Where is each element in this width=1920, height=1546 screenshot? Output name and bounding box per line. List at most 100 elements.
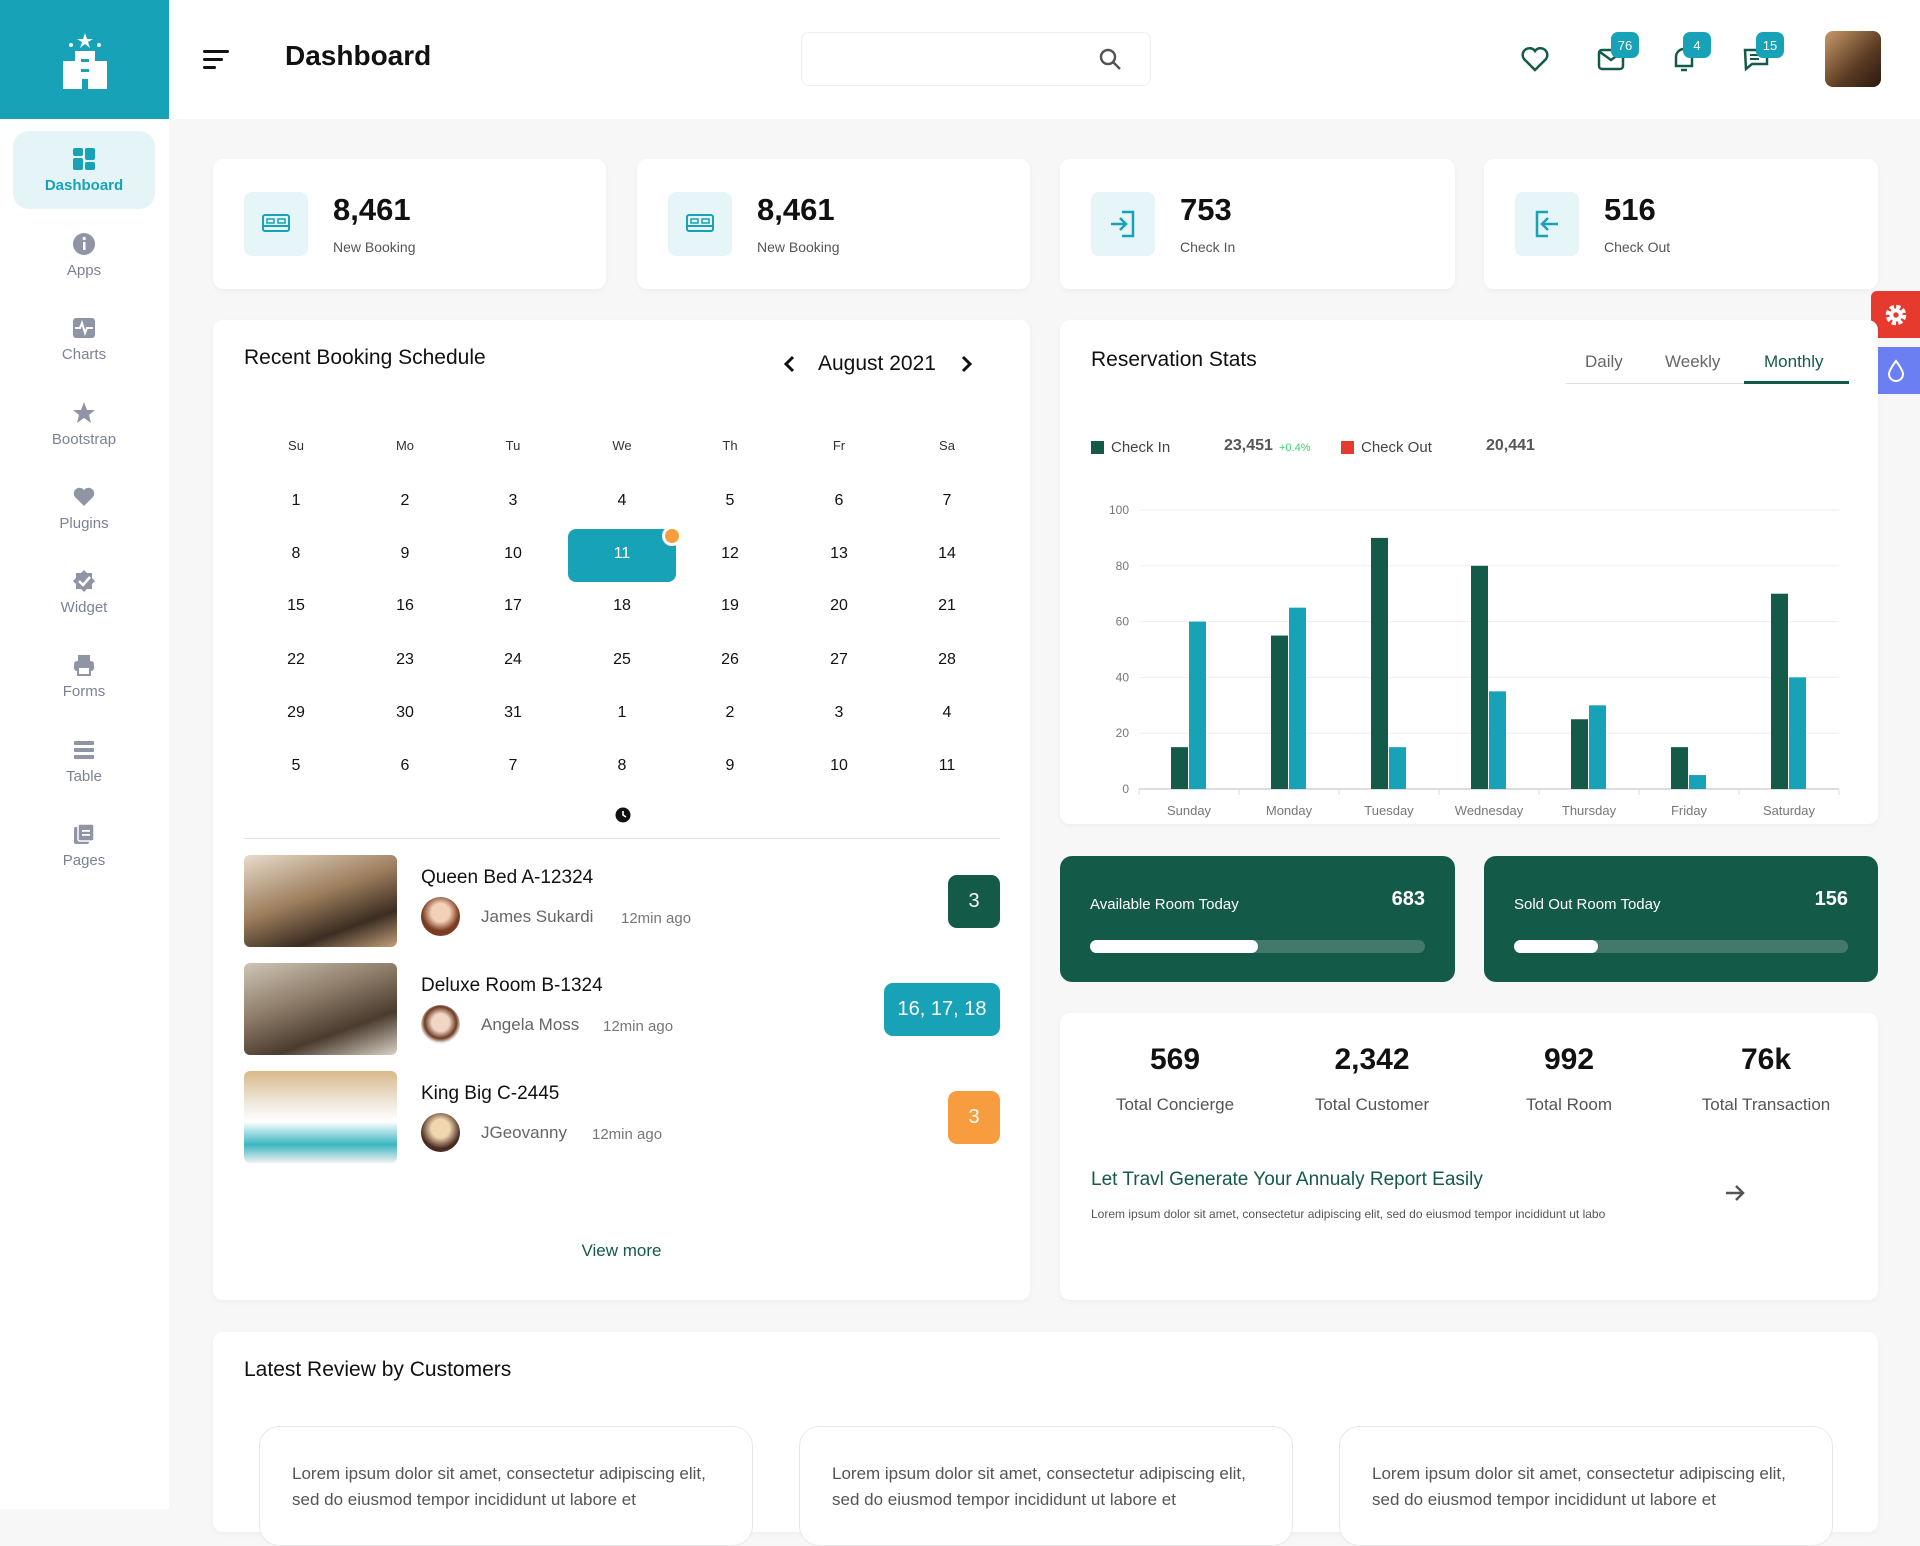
calendar-day[interactable]: 14 xyxy=(938,545,956,562)
calendar-day[interactable]: 15 xyxy=(287,597,305,614)
calendar-day[interactable]: 23 xyxy=(396,651,414,668)
calendar-day[interactable]: 18 xyxy=(613,597,631,614)
calendar-day[interactable]: 9 xyxy=(725,757,735,774)
calendar-day[interactable]: 4 xyxy=(942,704,952,721)
calendar-day[interactable]: 29 xyxy=(287,704,305,721)
chevron-right-icon[interactable] xyxy=(959,354,975,374)
search-input[interactable] xyxy=(818,33,1098,83)
booking-item[interactable]: King Big C-2445 JGeovanny 12min ago 3 xyxy=(213,1071,1030,1179)
sidebar-item-widget[interactable]: Widget xyxy=(13,553,155,631)
menu-icon[interactable] xyxy=(203,48,231,72)
calendar-day[interactable]: 21 xyxy=(938,597,956,614)
calendar-day[interactable]: 6 xyxy=(400,757,410,774)
calendar-day[interactable]: 10 xyxy=(504,545,522,562)
bed-icon xyxy=(668,192,732,256)
calendar-day[interactable]: 8 xyxy=(291,545,301,562)
calendar-day[interactable]: 31 xyxy=(504,704,522,721)
review-card[interactable]: Lorem ipsum dolor sit amet, consectetur … xyxy=(1339,1426,1833,1546)
stat-card-check-in: 753 Check In xyxy=(1060,159,1455,289)
room-name: King Big C-2445 xyxy=(421,1083,560,1104)
arrow-right-icon[interactable] xyxy=(1724,1183,1746,1203)
calendar-day[interactable]: 7 xyxy=(942,492,952,509)
booking-item[interactable]: Queen Bed A-12324 James Sukardi 12min ag… xyxy=(213,855,1030,963)
calendar-day[interactable]: 19 xyxy=(721,597,739,614)
tab-daily[interactable]: Daily xyxy=(1585,352,1623,371)
messages-button[interactable]: 15 xyxy=(1742,32,1784,72)
total-transaction: 76k Total Transaction xyxy=(1646,1013,1886,1115)
calendar-day[interactable]: 13 xyxy=(830,545,848,562)
review-card[interactable]: Lorem ipsum dolor sit amet, consectetur … xyxy=(799,1426,1293,1546)
calendar-day[interactable]: 25 xyxy=(613,651,631,668)
calendar-day[interactable]: 1 xyxy=(291,492,301,509)
calendar-day[interactable]: 12 xyxy=(721,545,739,562)
calendar-day[interactable]: 11 xyxy=(938,757,956,774)
user-avatar[interactable] xyxy=(1825,31,1881,87)
booking-item[interactable]: Deluxe Room B-1324 Angela Moss 12min ago… xyxy=(213,963,1030,1071)
room-count-badge[interactable]: 3 xyxy=(948,1091,1000,1144)
room-image xyxy=(244,963,397,1055)
stat-label: Check Out xyxy=(1604,239,1671,255)
card-title: Latest Review by Customers xyxy=(244,1358,512,1381)
calendar-day[interactable]: 1 xyxy=(617,704,627,721)
theme-button[interactable] xyxy=(1871,347,1920,394)
sidebar-item-bootstrap[interactable]: Bootstrap xyxy=(13,385,155,463)
calendar-day[interactable]: 3 xyxy=(508,492,518,509)
calendar-day[interactable]: 17 xyxy=(504,597,522,614)
room-count-badge[interactable]: 3 xyxy=(948,875,1000,928)
calendar-day[interactable]: 16 xyxy=(396,597,414,614)
search-icon[interactable] xyxy=(1098,47,1122,71)
calendar-day[interactable]: 27 xyxy=(830,651,848,668)
calendar-day[interactable]: 10 xyxy=(830,757,848,774)
review-card[interactable]: Lorem ipsum dolor sit amet, consectetur … xyxy=(259,1426,753,1546)
sidebar-item-pages[interactable]: Pages xyxy=(13,806,155,884)
guest-avatar xyxy=(421,897,460,936)
calendar-day[interactable]: 20 xyxy=(830,597,848,614)
calendar-day[interactable]: 3 xyxy=(834,704,844,721)
search-box[interactable] xyxy=(801,32,1151,86)
sidebar-item-plugins[interactable]: Plugins xyxy=(13,469,155,547)
total-value: 2,342 xyxy=(1334,1043,1410,1076)
bed-icon xyxy=(244,192,308,256)
total-value: 569 xyxy=(1149,1043,1201,1076)
sidebar-item-forms[interactable]: Forms xyxy=(13,637,155,715)
tab-weekly[interactable]: Weekly xyxy=(1665,352,1721,371)
settings-button[interactable] xyxy=(1871,291,1920,338)
calendar-day[interactable]: 2 xyxy=(400,492,410,509)
calendar-day[interactable]: 26 xyxy=(721,651,739,668)
weekday-header: Sa xyxy=(939,438,955,453)
calendar-day[interactable]: 7 xyxy=(508,757,518,774)
tab-monthly[interactable]: Monthly xyxy=(1764,352,1824,371)
room-count-badge[interactable]: 16, 17, 18 xyxy=(884,983,1000,1036)
favorites-icon[interactable] xyxy=(1521,46,1549,72)
view-more-link[interactable]: View more xyxy=(581,1241,662,1260)
calendar-day[interactable]: 6 xyxy=(834,492,844,509)
chevron-left-icon[interactable] xyxy=(781,354,797,374)
active-tab-indicator xyxy=(1744,381,1849,384)
calendar-day[interactable]: 30 xyxy=(396,704,414,721)
sidebar-item-charts[interactable]: Charts xyxy=(13,300,155,378)
sidebar-item-dashboard[interactable]: Dashboard xyxy=(13,131,155,209)
sidebar-item-label: Widget xyxy=(60,598,108,616)
calendar-day[interactable]: 5 xyxy=(291,757,301,774)
app-logo[interactable] xyxy=(0,0,169,119)
calendar-day[interactable]: 22 xyxy=(287,651,305,668)
sidebar-item-apps[interactable]: Apps xyxy=(13,216,155,294)
sidebar-item-label: Charts xyxy=(61,345,107,363)
calendar-day[interactable]: 9 xyxy=(400,545,410,562)
calendar-day[interactable]: 4 xyxy=(617,492,627,509)
calendar-day[interactable]: 24 xyxy=(504,651,522,668)
mail-button[interactable]: 76 xyxy=(1597,32,1639,72)
calendar-day[interactable]: 2 xyxy=(725,704,735,721)
calendar-day[interactable]: 11 xyxy=(613,545,631,562)
notifications-button[interactable]: 4 xyxy=(1671,32,1711,72)
report-title[interactable]: Let Travl Generate Your Annualy Report E… xyxy=(1091,1169,1483,1190)
weekday-header: Tu xyxy=(505,438,521,453)
reservation-stats-card: Reservation Stats Daily Weekly Monthly C… xyxy=(1060,320,1878,824)
sidebar-item-table[interactable]: Table xyxy=(13,722,155,800)
calendar-day[interactable]: 5 xyxy=(725,492,735,509)
badge-check-icon xyxy=(73,569,95,592)
calendar-day[interactable]: 28 xyxy=(938,651,956,668)
calendar-day[interactable]: 8 xyxy=(617,757,627,774)
notification-count-badge: 4 xyxy=(1683,32,1711,58)
room-card-value: 156 xyxy=(1814,888,1848,910)
